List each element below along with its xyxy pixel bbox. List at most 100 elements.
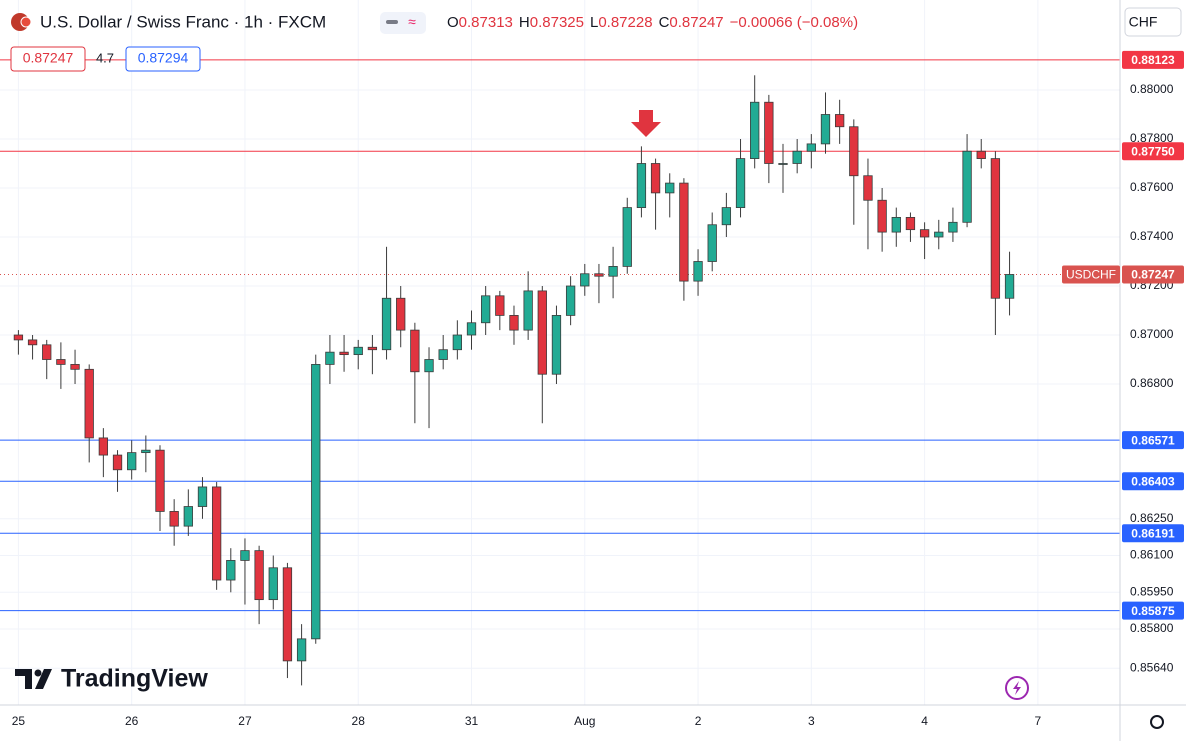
candle-body — [240, 550, 250, 561]
symbol-tag: USDCHF — [1066, 268, 1116, 282]
candle-body — [919, 229, 930, 238]
currency-button[interactable] — [1124, 7, 1182, 37]
candle-body — [608, 266, 618, 277]
watermark-text: TradingView — [61, 665, 208, 693]
candle-body — [792, 150, 802, 164]
candle-body — [424, 359, 434, 373]
ask: 0.87294 — [138, 50, 189, 66]
ohlc-change: −0.00066 (−0.08%) — [730, 14, 858, 31]
candle-body — [594, 273, 604, 277]
candle-body — [367, 346, 378, 351]
candle-body — [764, 101, 774, 164]
candle-body — [197, 486, 208, 507]
candle-body — [806, 143, 816, 152]
y-tick-label: 0.87400 — [1130, 229, 1174, 243]
candle-body — [537, 290, 547, 375]
x-tick-label: 7 — [1035, 714, 1042, 728]
ohlc-key: O — [447, 14, 459, 31]
candle-body — [523, 290, 533, 331]
candle-body — [905, 216, 916, 231]
settings-button[interactable] — [1150, 715, 1164, 729]
indicator-toggle[interactable] — [380, 12, 426, 34]
candle-body — [325, 351, 335, 365]
candle-body — [778, 163, 788, 165]
candle-body — [834, 114, 845, 128]
ohlc-value: 0.87247 — [669, 14, 723, 31]
level-box — [1122, 601, 1184, 620]
ohlc-value: 0.87313 — [459, 14, 513, 31]
logo-mark-slash — [35, 669, 52, 689]
level-box — [1122, 50, 1184, 69]
candle-body — [877, 199, 887, 233]
y-tick-label: 0.86250 — [1130, 511, 1174, 525]
candle-body — [622, 207, 632, 267]
header: U.S. Dollar / Swiss Franc · 1h · FXCM ≈ … — [10, 7, 1182, 72]
level-label: 0.87750 — [1131, 144, 1175, 158]
level-box — [1122, 431, 1184, 450]
candle-body — [141, 449, 151, 454]
axes: 0.880000.878000.876000.874000.872000.870… — [12, 50, 1184, 728]
x-tick-label: 27 — [238, 714, 252, 728]
candle-body — [650, 163, 661, 194]
candle-body — [56, 359, 66, 365]
candle-body — [495, 295, 505, 316]
buy-box[interactable] — [125, 46, 201, 72]
logo-mark — [15, 669, 32, 689]
candle-body — [976, 150, 986, 159]
last-price-box — [1122, 265, 1184, 284]
candle-body — [721, 207, 732, 226]
candles — [13, 75, 1015, 686]
sell-box[interactable] — [10, 46, 86, 72]
levels — [0, 59, 1120, 612]
y-tick-label: 0.85640 — [1130, 660, 1174, 674]
ohlc-value: 0.87228 — [598, 14, 652, 31]
x-tick-label: 3 — [808, 714, 815, 728]
level-label: 0.88123 — [1131, 53, 1175, 67]
ohlc-key: L — [590, 14, 598, 31]
x-tick-label: 4 — [921, 714, 928, 728]
symbol-tag-box — [1062, 265, 1120, 284]
candle-body — [98, 437, 109, 456]
candle-body — [13, 334, 24, 341]
y-tick-label: 0.86100 — [1130, 548, 1174, 562]
ohlc-key: C — [659, 14, 670, 31]
candle-body — [155, 449, 165, 512]
candle-body — [381, 297, 392, 351]
logo-mark-dot — [34, 669, 42, 677]
ohlc: O0.87313 H0.87325 L0.87228 C0.87247 −0.00066… — [447, 14, 858, 31]
level-label: 0.85875 — [1131, 604, 1175, 618]
candle-body — [551, 315, 562, 375]
candle-body — [169, 511, 179, 527]
candle-body — [509, 315, 519, 331]
ohlc-key: H — [519, 14, 530, 31]
candle-body — [990, 158, 1001, 299]
candle-body — [636, 163, 647, 208]
candle-body — [311, 364, 321, 640]
level-label: 0.86191 — [1131, 526, 1175, 540]
watermark: TradingView — [15, 665, 208, 693]
annotation-arrow — [631, 110, 661, 137]
candle-body — [962, 150, 972, 223]
candle-body — [211, 486, 222, 581]
level-box — [1122, 524, 1184, 543]
x-tick-label: 31 — [465, 714, 479, 728]
candle-body — [70, 364, 80, 370]
candle-body — [750, 101, 760, 159]
candle-body — [580, 273, 590, 287]
candle-body — [1004, 274, 1015, 299]
level-box — [1122, 142, 1184, 161]
toggle-icon-b: ≈ — [408, 14, 416, 30]
candle-body — [254, 550, 264, 601]
spread: 4.7 — [96, 50, 114, 65]
candle-body — [396, 297, 406, 331]
candle-body — [353, 346, 363, 356]
candle-body — [849, 126, 859, 177]
candle-body — [339, 351, 349, 356]
y-tick-label: 0.87600 — [1130, 180, 1174, 194]
candle-body — [282, 567, 293, 662]
y-tick-label: 0.86800 — [1130, 376, 1174, 390]
last-price-label: 0.87247 — [1131, 268, 1175, 282]
candle-body — [42, 344, 52, 360]
